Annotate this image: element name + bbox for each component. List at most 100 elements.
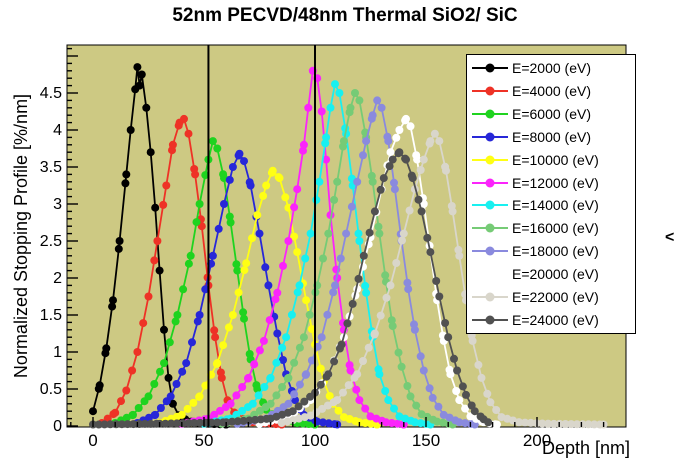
data-point	[134, 404, 143, 412]
data-point	[261, 263, 270, 272]
data-point	[266, 399, 275, 408]
data-point	[242, 259, 251, 268]
data-point	[317, 107, 326, 116]
data-point	[584, 420, 593, 429]
data-point	[544, 419, 553, 428]
data-point	[239, 416, 248, 425]
legend-marker	[485, 109, 495, 119]
data-point	[333, 177, 342, 186]
data-point	[210, 326, 219, 335]
data-point	[373, 96, 382, 105]
data-point	[426, 137, 435, 146]
data-point	[156, 367, 164, 376]
data-point	[387, 419, 396, 427]
legend-item: E=4000 (eV)	[471, 80, 635, 102]
data-point	[388, 155, 397, 164]
legend-marker	[485, 155, 495, 165]
data-point	[444, 333, 453, 342]
data-point	[246, 181, 255, 190]
data-point	[405, 206, 414, 215]
data-point	[135, 81, 144, 90]
data-point	[299, 333, 308, 342]
data-point	[219, 341, 228, 350]
data-point	[207, 418, 216, 427]
data-point	[100, 420, 109, 429]
data-point	[302, 296, 311, 305]
data-point	[410, 325, 419, 334]
legend-marker	[485, 178, 495, 188]
data-point	[386, 281, 395, 290]
data-point	[160, 325, 168, 334]
data-point	[216, 406, 224, 415]
data-point	[167, 419, 176, 428]
data-point	[307, 325, 316, 334]
data-point	[233, 266, 242, 275]
data-point	[307, 356, 316, 365]
data-point	[195, 311, 204, 319]
data-point	[162, 181, 171, 190]
legend-item: E=20000 (eV)	[471, 263, 635, 285]
data-point	[238, 406, 247, 415]
data-point	[213, 144, 222, 153]
legend-marker	[485, 246, 495, 256]
y-tick-label: 0	[53, 418, 62, 435]
data-point	[180, 114, 188, 123]
data-point	[318, 404, 327, 413]
series-markers-11	[277, 129, 608, 429]
legend-marker	[485, 132, 495, 142]
data-point	[179, 285, 188, 294]
data-point	[432, 277, 441, 285]
data-point	[250, 360, 259, 369]
data-point	[233, 417, 242, 426]
data-point	[189, 398, 198, 407]
data-point	[355, 396, 364, 405]
legend-item-label: E=18000 (eV)	[512, 243, 599, 260]
legend-marker	[485, 292, 495, 302]
data-point	[240, 314, 248, 323]
data-point	[235, 149, 244, 158]
data-point	[381, 271, 390, 280]
data-point	[425, 384, 434, 393]
data-point	[171, 317, 180, 326]
legend-item-label: E=16000 (eV)	[512, 220, 599, 237]
legend-item-label: E=8000 (eV)	[512, 128, 591, 145]
legend-marker-icon	[472, 109, 508, 119]
data-point	[164, 373, 173, 382]
data-point	[140, 419, 149, 428]
data-point	[549, 419, 558, 428]
legend-item: E=6000 (eV)	[471, 103, 635, 125]
data-point	[172, 419, 181, 428]
data-point	[354, 274, 363, 283]
data-point	[382, 293, 391, 302]
data-point	[450, 354, 458, 363]
data-point	[273, 288, 282, 297]
data-point	[161, 419, 170, 428]
data-point	[468, 336, 477, 345]
data-point	[166, 392, 175, 401]
data-point	[193, 317, 202, 326]
data-point	[419, 366, 428, 375]
data-point	[325, 392, 334, 400]
data-point	[108, 302, 117, 311]
legend-box: E=2000 (eV) E=4000 (eV) E=6000 (eV) E=8000 …	[466, 54, 636, 334]
data-point	[259, 336, 268, 345]
data-point	[291, 396, 299, 405]
data-point	[111, 408, 120, 417]
data-point	[245, 416, 254, 425]
legend-marker-icon	[472, 86, 508, 96]
data-point	[146, 419, 155, 428]
data-point	[395, 126, 404, 134]
data-point	[184, 259, 193, 268]
data-point	[347, 202, 356, 211]
data-point	[386, 148, 395, 157]
data-point	[319, 254, 327, 263]
data-point	[354, 229, 363, 238]
data-point	[324, 229, 333, 238]
data-point	[381, 387, 390, 395]
data-point	[375, 229, 384, 238]
data-point	[394, 348, 403, 357]
data-point	[368, 111, 377, 120]
data-point	[322, 155, 331, 164]
data-point	[178, 367, 187, 376]
data-point	[183, 404, 192, 413]
